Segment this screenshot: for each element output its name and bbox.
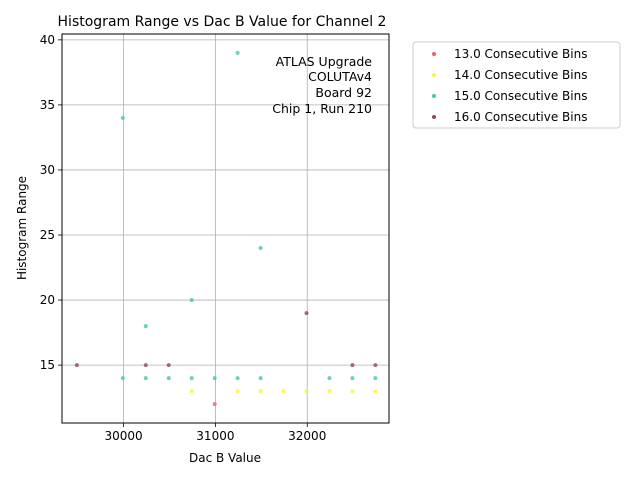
legend-marker-13 (432, 52, 436, 56)
data-point-series-3 (74, 363, 79, 368)
data-points (74, 50, 378, 407)
data-point-series-2 (212, 376, 217, 381)
data-point-series-2 (120, 376, 125, 381)
data-point-series-2 (143, 324, 148, 329)
chart-title: Histogram Range vs Dac B Value for Chann… (58, 14, 387, 30)
annotation-line-1: ATLAS Upgrade (276, 54, 373, 69)
data-point-series-3 (166, 363, 171, 368)
data-point-series-1 (258, 389, 263, 394)
y-tick-label: 20 (40, 293, 55, 307)
data-point-series-2 (258, 376, 263, 381)
data-point-series-3 (143, 363, 148, 368)
legend: 13.0 Consecutive Bins 14.0 Consecutive B… (412, 41, 621, 129)
y-tick-label: 15 (40, 358, 55, 372)
data-point-series-1 (304, 389, 309, 394)
data-point-series-1 (189, 389, 194, 394)
data-point-series-2 (189, 298, 194, 303)
data-point-series-3 (350, 363, 355, 368)
legend-label-14: 14.0 Consecutive Bins (454, 68, 587, 82)
legend-label-16: 16.0 Consecutive Bins (454, 110, 587, 124)
data-point-series-1 (235, 389, 240, 394)
data-point-series-1 (350, 389, 355, 394)
legend-marker-16 (432, 115, 436, 119)
y-tick-label: 30 (40, 163, 55, 177)
data-point-series-2 (143, 376, 148, 381)
data-point-series-2 (166, 376, 171, 381)
data-point-series-0 (212, 402, 217, 407)
data-point-series-2 (327, 376, 332, 381)
x-axis-label: Dac B Value (189, 451, 261, 465)
axis-ticks: 30000 31000 32000 15 20 25 30 35 40 (40, 33, 327, 443)
data-point-series-2 (258, 246, 263, 251)
x-tick-label: 30000 (104, 429, 142, 443)
legend-marker-15 (432, 94, 436, 98)
data-point-series-1 (281, 389, 286, 394)
x-tick-label: 31000 (196, 429, 234, 443)
data-point-series-2 (235, 50, 240, 55)
grid-lines (62, 34, 389, 423)
data-point-series-2 (373, 376, 378, 381)
legend-label-13: 13.0 Consecutive Bins (454, 47, 587, 61)
data-point-series-1 (373, 389, 378, 394)
data-point-series-1 (327, 389, 332, 394)
legend-label-15: 15.0 Consecutive Bins (454, 89, 587, 103)
y-axis-label: Histogram Range (15, 176, 29, 280)
y-tick-label: 40 (40, 33, 55, 47)
y-tick-label: 35 (40, 98, 55, 112)
chart-annotation: ATLAS Upgrade COLUTAv4 Board 92 Chip 1, … (272, 54, 372, 116)
plot-frame (61, 33, 390, 424)
annotation-line-3: Board 92 (315, 85, 372, 100)
data-point-series-2 (350, 376, 355, 381)
data-point-series-3 (304, 311, 309, 316)
data-point-series-2 (235, 376, 240, 381)
annotation-line-2: COLUTAv4 (308, 69, 372, 84)
data-point-series-3 (373, 363, 378, 368)
x-tick-label: 32000 (288, 429, 326, 443)
legend-marker-14 (432, 73, 436, 77)
legend-frame (412, 41, 621, 129)
annotation-line-4: Chip 1, Run 210 (272, 101, 372, 116)
data-point-series-2 (189, 376, 194, 381)
y-tick-label: 25 (40, 228, 55, 242)
data-point-series-2 (120, 115, 125, 120)
